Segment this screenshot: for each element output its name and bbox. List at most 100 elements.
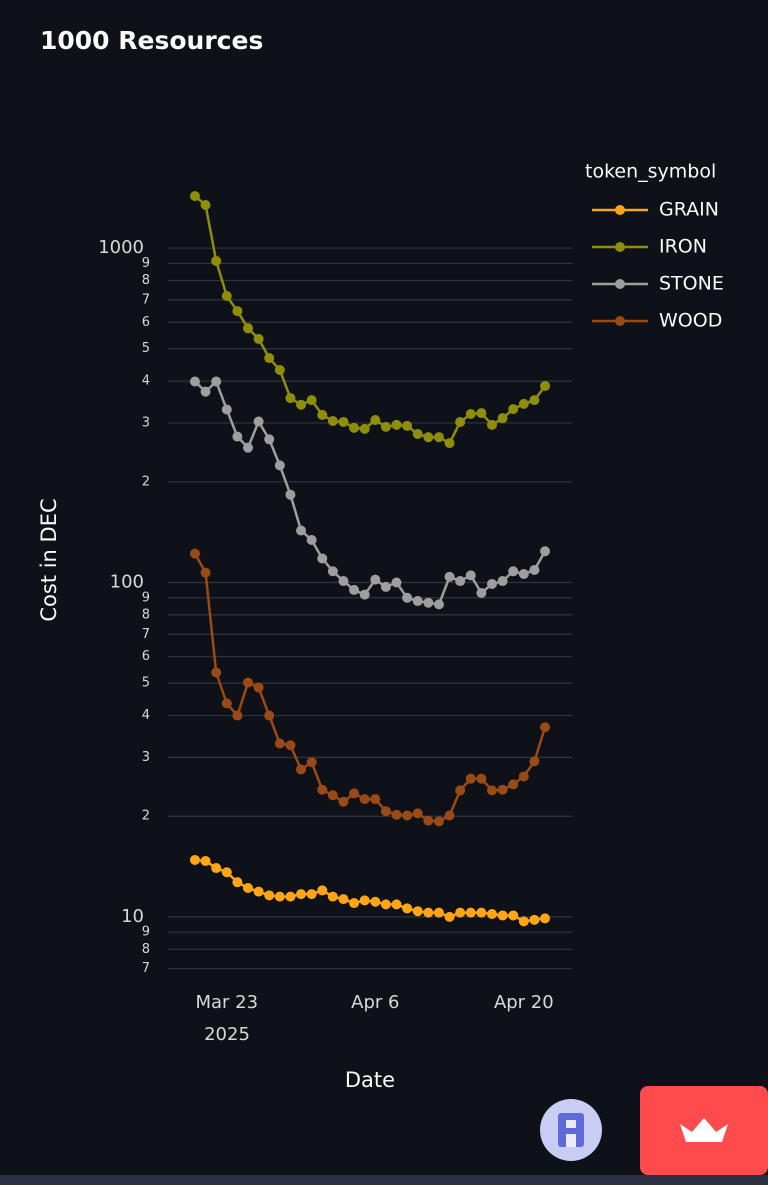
y-tick-label: 5 (142, 341, 150, 356)
data-point (338, 894, 349, 905)
data-point (540, 546, 551, 557)
y-tick-label: 7 (142, 292, 150, 307)
y-tick-label: 8 (142, 942, 150, 957)
data-point (200, 386, 211, 397)
data-point (243, 883, 254, 894)
y-tick-label: 4 (142, 708, 150, 723)
data-point (465, 409, 476, 420)
y-tick-label: 3 (142, 750, 150, 765)
y-tick-label: 8 (142, 273, 150, 288)
data-point (317, 553, 328, 564)
data-point (189, 191, 200, 202)
data-point (296, 399, 307, 410)
data-point (359, 794, 370, 805)
data-point (264, 434, 275, 445)
data-point (317, 784, 328, 795)
data-point (211, 376, 222, 387)
data-point (444, 810, 455, 821)
data-point (518, 916, 529, 927)
data-point (243, 323, 254, 334)
data-point (189, 376, 200, 387)
data-point (518, 771, 529, 782)
data-point (200, 200, 211, 211)
data-point (200, 567, 211, 578)
data-point (296, 525, 307, 536)
y-tick-label: 4 (142, 374, 150, 389)
data-point (444, 438, 455, 449)
data-point (529, 914, 540, 925)
data-point (508, 910, 519, 921)
data-point (412, 428, 423, 439)
data-point (285, 740, 296, 751)
data-point (497, 910, 508, 921)
data-point (317, 885, 328, 896)
data-point (306, 534, 317, 545)
data-point (529, 395, 540, 406)
data-point (402, 592, 413, 603)
legend-marker (615, 279, 625, 289)
y-tick-label: 9 (142, 256, 150, 271)
data-point (433, 907, 444, 918)
data-point (476, 408, 487, 419)
data-point (540, 913, 551, 924)
data-point (508, 566, 519, 577)
x-tick-label: Apr 20 (494, 992, 554, 1013)
data-point (327, 891, 338, 902)
y-tick-label: 2 (142, 474, 150, 489)
data-point (338, 576, 349, 587)
data-point (232, 710, 243, 721)
data-point (274, 738, 285, 749)
data-point (529, 756, 540, 767)
data-point (391, 419, 402, 430)
data-point (296, 764, 307, 775)
data-point (433, 599, 444, 610)
data-point (243, 677, 254, 688)
y-tick-label: 7 (142, 961, 150, 976)
data-point (402, 810, 413, 821)
data-point (444, 571, 455, 582)
y-tick-label: 9 (142, 925, 150, 940)
legend-title: token_symbol (585, 161, 716, 183)
y-tick-label: 6 (142, 315, 150, 330)
y-tick-label: 9 (142, 590, 150, 605)
data-point (274, 364, 285, 375)
data-point (370, 794, 381, 805)
bottom-bar (0, 1175, 768, 1185)
data-point (455, 416, 466, 427)
data-point (211, 667, 222, 678)
data-point (253, 886, 264, 897)
data-point (402, 903, 413, 914)
legend-label: WOOD (659, 310, 722, 332)
data-point (349, 788, 360, 799)
data-point (338, 416, 349, 427)
x-year-label: 2025 (204, 1024, 250, 1045)
data-point (349, 584, 360, 595)
data-point (370, 415, 381, 426)
data-point (518, 398, 529, 409)
data-point (497, 784, 508, 795)
data-point (497, 576, 508, 587)
y-tick-label: 8 (142, 607, 150, 622)
data-point (391, 899, 402, 910)
data-point (200, 855, 211, 866)
y-axis-title: Cost in DEC (37, 498, 61, 621)
data-point (412, 808, 423, 819)
y-tick-label: 5 (142, 676, 150, 691)
data-point (327, 416, 338, 427)
data-point (274, 460, 285, 471)
y-tick-label: 100 (110, 571, 144, 592)
data-point (296, 889, 307, 900)
data-point (465, 907, 476, 918)
data-point (455, 907, 466, 918)
data-point (221, 698, 232, 709)
data-point (232, 306, 243, 317)
data-point (264, 353, 275, 364)
data-point (306, 395, 317, 406)
data-point (327, 790, 338, 801)
y-tick-label: 6 (142, 649, 150, 664)
data-point (380, 421, 391, 432)
data-point (359, 895, 370, 906)
